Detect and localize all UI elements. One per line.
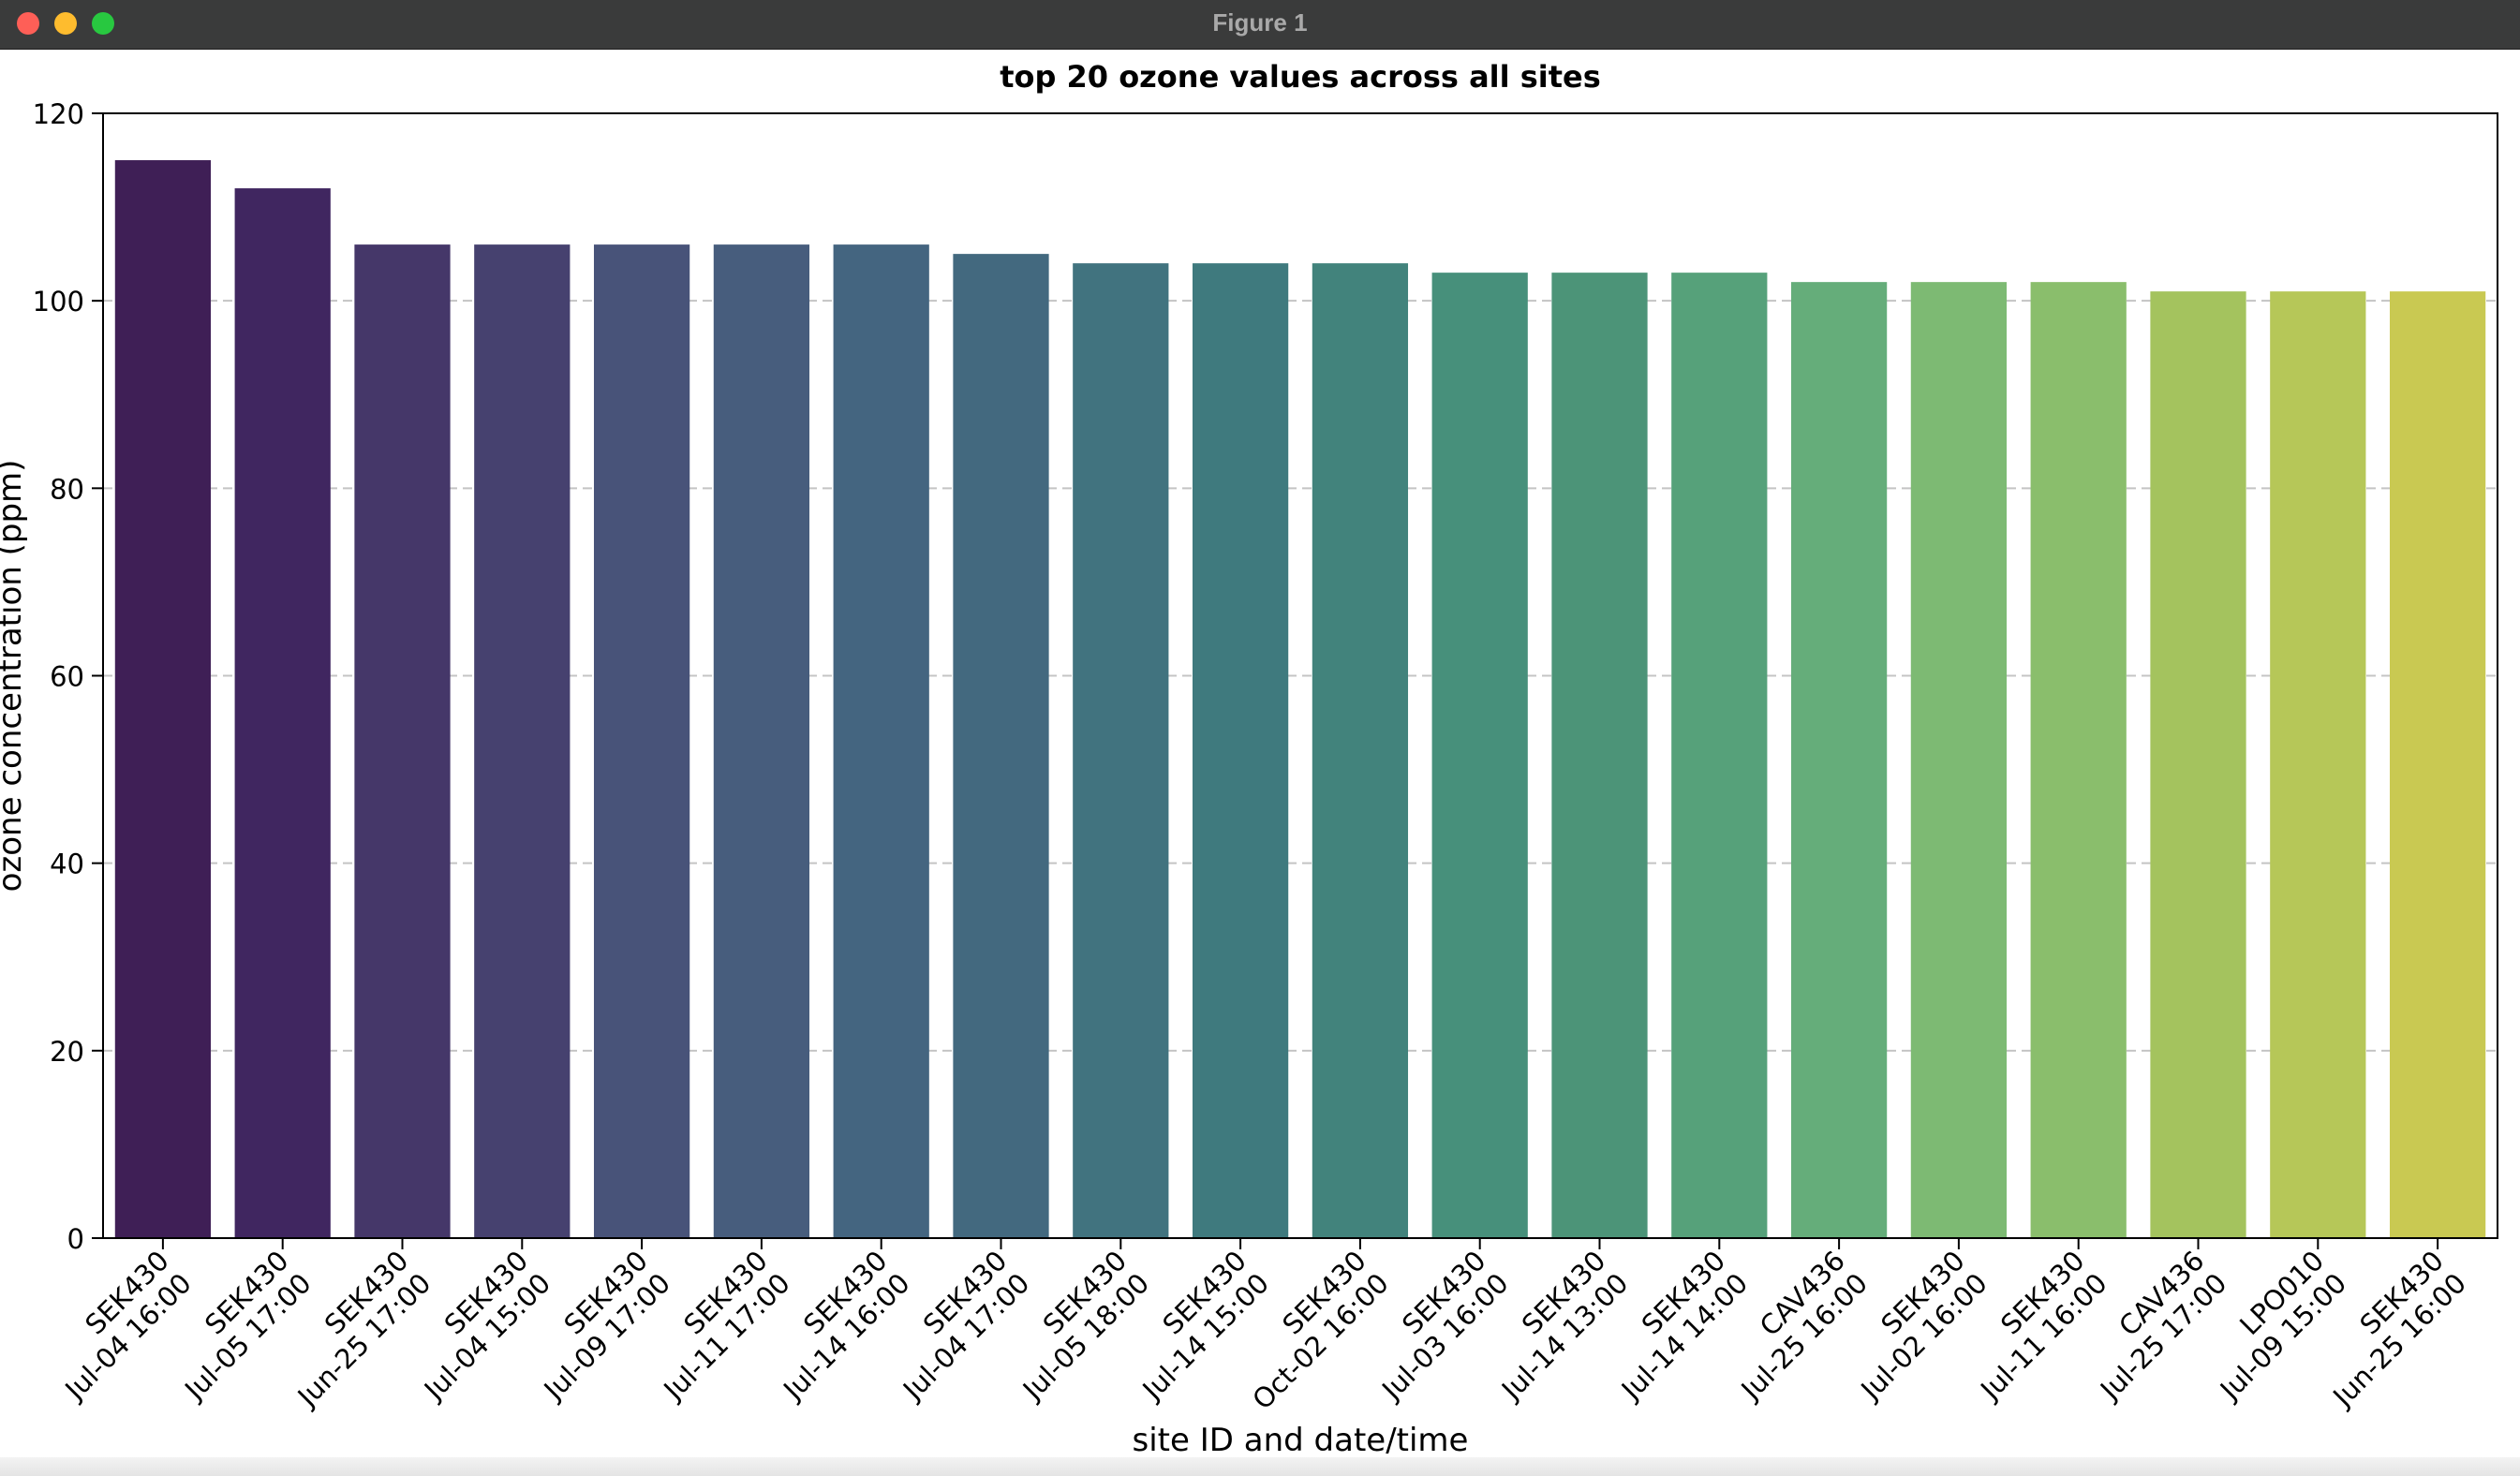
bar: [593, 244, 690, 1238]
y-axis-label: ozone concentration (ppm): [0, 460, 29, 893]
x-tick-label: CAV436Jul-25 16:00: [1712, 1245, 1874, 1407]
x-tick-label: SEK430Jul-02 16:00: [1831, 1245, 1994, 1407]
x-tick-label: SEK430Jul-14 15:00: [1113, 1245, 1275, 1407]
bar: [1073, 263, 1169, 1239]
x-tick-label: SEK430Jul-14 13:00: [1472, 1245, 1634, 1407]
bar: [234, 188, 331, 1239]
x-tick-label: SEK430Jul-11 17:00: [634, 1245, 796, 1407]
bar: [833, 244, 929, 1238]
x-tick-label: CAV436Jul-25 17:00: [2070, 1245, 2232, 1407]
y-tick-label: 120: [33, 98, 84, 130]
y-axis: 0 20 40 60 80 100 120: [33, 98, 103, 1255]
x-tick-label: SEK430Jul-04 15:00: [394, 1245, 556, 1407]
y-gridlines: [103, 112, 2498, 1239]
bars: [114, 160, 2486, 1239]
x-axis: SEK430Jul-04 16:00 SEK430Jul-05 17:00 SEK4…: [36, 1238, 2472, 1416]
x-tick-label: SEK430Jul-04 16:00: [36, 1245, 198, 1407]
x-tick-label: LPO010Jul-09 15:00: [2190, 1245, 2352, 1407]
y-tick-label: 20: [50, 1036, 84, 1068]
x-axis-label: site ID and date/time: [1133, 1422, 1469, 1457]
y-tick-label: 60: [50, 661, 84, 693]
bar: [1790, 282, 1888, 1238]
y-tick-label: 0: [67, 1223, 84, 1255]
x-tick-label: SEK430Jul-09 17:00: [514, 1245, 676, 1407]
bar: [1671, 273, 1768, 1239]
x-tick-label: SEK430Jul-11 16:00: [1950, 1245, 2112, 1407]
bar: [953, 254, 1049, 1238]
y-tick-label: 40: [50, 849, 84, 880]
bar: [1431, 273, 1528, 1239]
plot-frame: [102, 112, 2498, 1239]
window-title: Figure 1: [1212, 8, 1308, 37]
x-tick-label: SEK430Jul-14 14:00: [1592, 1245, 1754, 1407]
bar: [354, 244, 451, 1238]
bar: [2389, 291, 2486, 1238]
close-window-button[interactable]: [17, 12, 39, 35]
window-bottom-edge: [0, 1457, 2520, 1476]
y-tick-label: 80: [50, 473, 84, 505]
chart-title: top 20 ozone values across all sites: [1000, 59, 1601, 95]
x-tick-label: SEK430Jul-14 16:00: [753, 1245, 915, 1407]
minimize-window-button[interactable]: [54, 12, 77, 35]
bar: [1192, 263, 1289, 1239]
x-tick-label: SEK430Jul-04 17:00: [873, 1245, 1035, 1407]
bar: [2150, 291, 2246, 1238]
bar: [114, 160, 212, 1239]
bar: [2270, 291, 2366, 1238]
ozone-bar-chart: top 20 ozone values across all sites 0 20…: [0, 59, 2498, 1457]
bar: [474, 244, 571, 1238]
bar: [1910, 282, 2008, 1238]
title-bar: Figure 1: [0, 0, 2520, 50]
x-tick-label: SEK430Jul-05 18:00: [993, 1245, 1155, 1407]
bar: [1551, 273, 1648, 1239]
y-tick-label: 100: [33, 286, 84, 317]
x-tick-label: SEK430Jul-03 16:00: [1352, 1245, 1514, 1407]
x-tick-label: SEK430Jul-05 17:00: [155, 1245, 317, 1407]
bar: [713, 244, 810, 1238]
bar: [1312, 263, 1409, 1239]
zoom-window-button[interactable]: [92, 12, 114, 35]
bar: [2030, 282, 2127, 1238]
